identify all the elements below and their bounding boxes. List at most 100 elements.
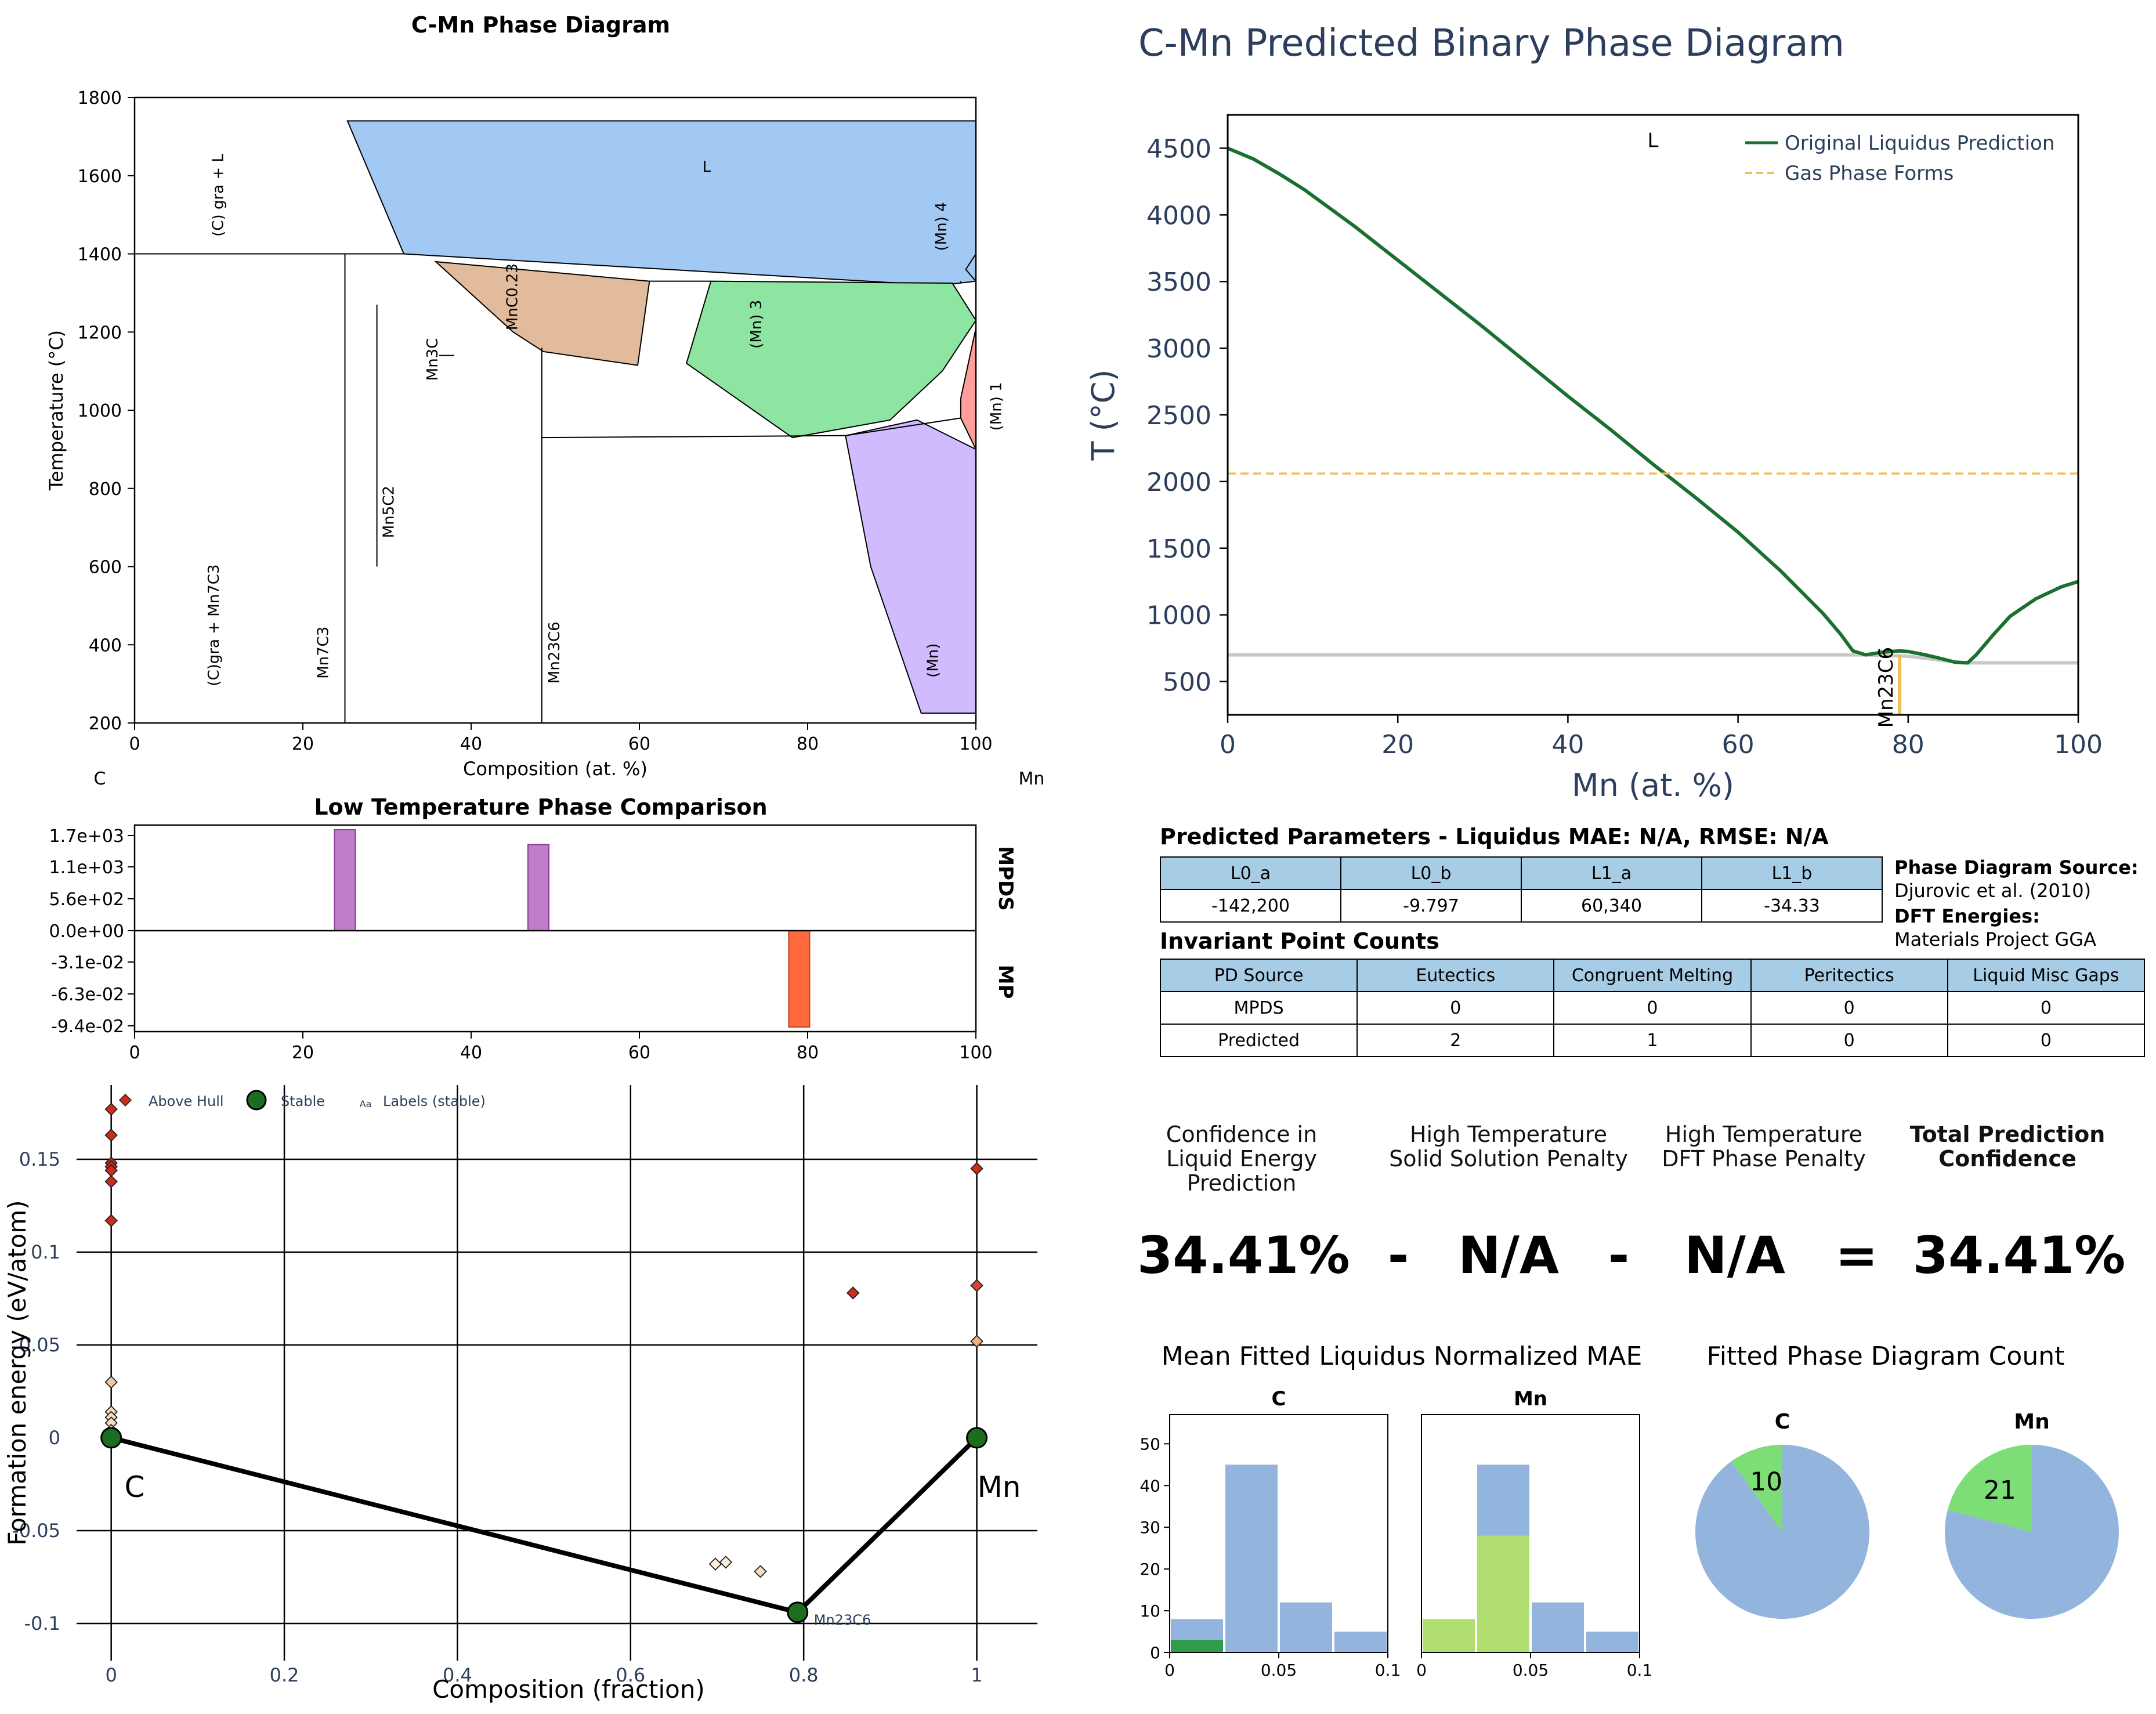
x-tick-label: 0	[129, 1043, 140, 1063]
x-tick-label: 20	[1381, 730, 1414, 760]
y-tick-label: 4000	[1146, 201, 1211, 230]
total-confidence-value: 34.41%	[1912, 1225, 2126, 1285]
phase-region	[845, 419, 976, 714]
y-tick-label: 2000	[1146, 468, 1211, 497]
phase-boundary	[845, 417, 961, 436]
invariants-header: Eutectics	[1356, 959, 1555, 992]
invariants-table: PD Source Eutectics Congruent Melting Pe…	[1159, 959, 2146, 1057]
dft-phase-penalty-value: N/A	[1684, 1225, 1785, 1285]
y-tick-label: 3500	[1146, 267, 1211, 297]
invariants-header: Congruent Melting	[1553, 959, 1752, 992]
params-value: -142,200	[1160, 889, 1341, 923]
region-label: (Mn) 4	[933, 202, 950, 251]
y-tick-label: 5.6e+02	[49, 889, 124, 910]
stable-point	[787, 1601, 809, 1623]
operator-minus: -	[1387, 1225, 1409, 1285]
region-label: (Mn) 3	[748, 300, 765, 349]
above-hull-point	[104, 1214, 118, 1227]
histogram-bar	[1225, 1465, 1278, 1652]
mp-label: MP	[994, 965, 1017, 999]
pie-title: C	[1775, 1410, 1790, 1434]
y-tick-label: 1000	[1146, 601, 1211, 631]
pie-value-label: 10	[1750, 1467, 1782, 1496]
y-tick-label: 0.15	[19, 1148, 60, 1170]
y-tick-label: -0.05	[12, 1520, 60, 1542]
invariants-cell: 0	[1947, 1024, 2146, 1057]
y-tick-label: 0.0e+00	[49, 921, 124, 942]
chart-title: C-Mn Phase Diagram	[411, 12, 670, 38]
params-value: -9.797	[1340, 889, 1522, 923]
plot-frame	[133, 824, 977, 1033]
region-label: Mn3C	[424, 338, 442, 381]
params-header: L0_b	[1340, 856, 1522, 890]
y-tick-label: 20	[1140, 1560, 1160, 1579]
params-title: Predicted Parameters - Liquidus MAE: N/A…	[1160, 824, 1829, 849]
histogram-bar	[1171, 1640, 1223, 1652]
x-tick-label: 60	[628, 1043, 650, 1063]
x-axis-label: Composition (at. %)	[463, 758, 647, 780]
y-tick-label: 0	[49, 1427, 60, 1449]
x-tick-label: 0.05	[1513, 1661, 1549, 1680]
params-table: L0_a L0_b L1_a L1_b -142,200 -9.797 60,3…	[1160, 856, 1883, 923]
region-label: MnC0.23	[504, 263, 522, 330]
above-hull-point	[104, 1375, 118, 1389]
invariants-cell: 0	[1750, 1024, 1948, 1057]
panel-title: C	[1272, 1387, 1286, 1411]
x-tick-label: 40	[460, 734, 482, 754]
histogram-bar	[1280, 1602, 1332, 1652]
invariants-cell: 2	[1356, 1024, 1555, 1057]
stable-point	[100, 1427, 122, 1449]
x-tick-label: 60	[628, 734, 650, 754]
x-tick-label: 40	[460, 1043, 482, 1063]
total-confidence-label: Total Prediction Confidence	[1909, 1122, 2106, 1171]
above-hull-point	[104, 1129, 118, 1142]
chart-title: Fitted Phase Diagram Count	[1707, 1341, 2065, 1371]
x-tick-label: 80	[797, 1043, 819, 1063]
y-tick-label: 500	[1163, 668, 1211, 697]
mpds-bar	[334, 829, 356, 931]
legend-aa-icon: Aa	[360, 1098, 372, 1109]
params-header: L1_a	[1521, 856, 1702, 890]
phase-region	[434, 261, 650, 366]
pie-slice	[1945, 1445, 2119, 1619]
x-tick-label: 80	[1892, 730, 1925, 760]
legend-label: Gas Phase Forms	[1785, 162, 1954, 185]
y-tick-label: 1000	[78, 401, 122, 421]
region-label: (C) gra + L	[209, 154, 227, 237]
legend-label: Above Hull	[149, 1093, 224, 1109]
reference-line	[1228, 653, 2078, 665]
y-tick-label: 3000	[1146, 334, 1211, 364]
params-value: 60,340	[1521, 889, 1702, 923]
stable-label-c: C	[125, 1470, 145, 1504]
pie-slice	[1947, 1445, 2032, 1532]
dft-label: DFT Energies:	[1894, 905, 2040, 927]
plot-frame	[1169, 1414, 1388, 1653]
chart-title: Mean Fitted Liquidus Normalized MAE	[1162, 1341, 1643, 1371]
x-tick-label: 40	[1551, 730, 1584, 760]
liquidus-line	[1227, 146, 2079, 665]
y-tick-label: 400	[89, 635, 122, 656]
histogram-bar	[1477, 1535, 1529, 1652]
x-tick-label: 20	[292, 1043, 314, 1063]
confidence-value: 34.41%	[1137, 1225, 1350, 1285]
above-hull-point	[719, 1556, 733, 1569]
pie-slice	[1731, 1445, 1782, 1532]
y-tick-label: 1500	[1146, 534, 1211, 564]
x-tick-label: 20	[292, 734, 314, 754]
region-label: (C)gra + Mn7C3	[205, 565, 223, 686]
x-tick-label: 0.05	[1261, 1661, 1297, 1680]
invariants-cell: 1	[1553, 1024, 1752, 1057]
histogram-bar	[1532, 1602, 1584, 1652]
region-label: Mn5C2	[381, 486, 398, 538]
y-axis-label: Temperature (°C)	[45, 330, 67, 491]
y-tick-label: 1400	[78, 245, 122, 265]
x-tick-label: 100	[959, 734, 992, 754]
invariants-header: Liquid Misc Gaps	[1947, 959, 2146, 992]
above-hull-point	[970, 1335, 983, 1348]
dft-value: Materials Project GGA	[1894, 928, 2096, 950]
region-label: L	[703, 158, 711, 176]
y-tick-label: 1.7e+03	[49, 826, 124, 847]
params-header: L1_b	[1701, 856, 1883, 890]
invariants-header: PD Source	[1159, 959, 1358, 992]
y-tick-label: 4500	[1146, 134, 1211, 164]
